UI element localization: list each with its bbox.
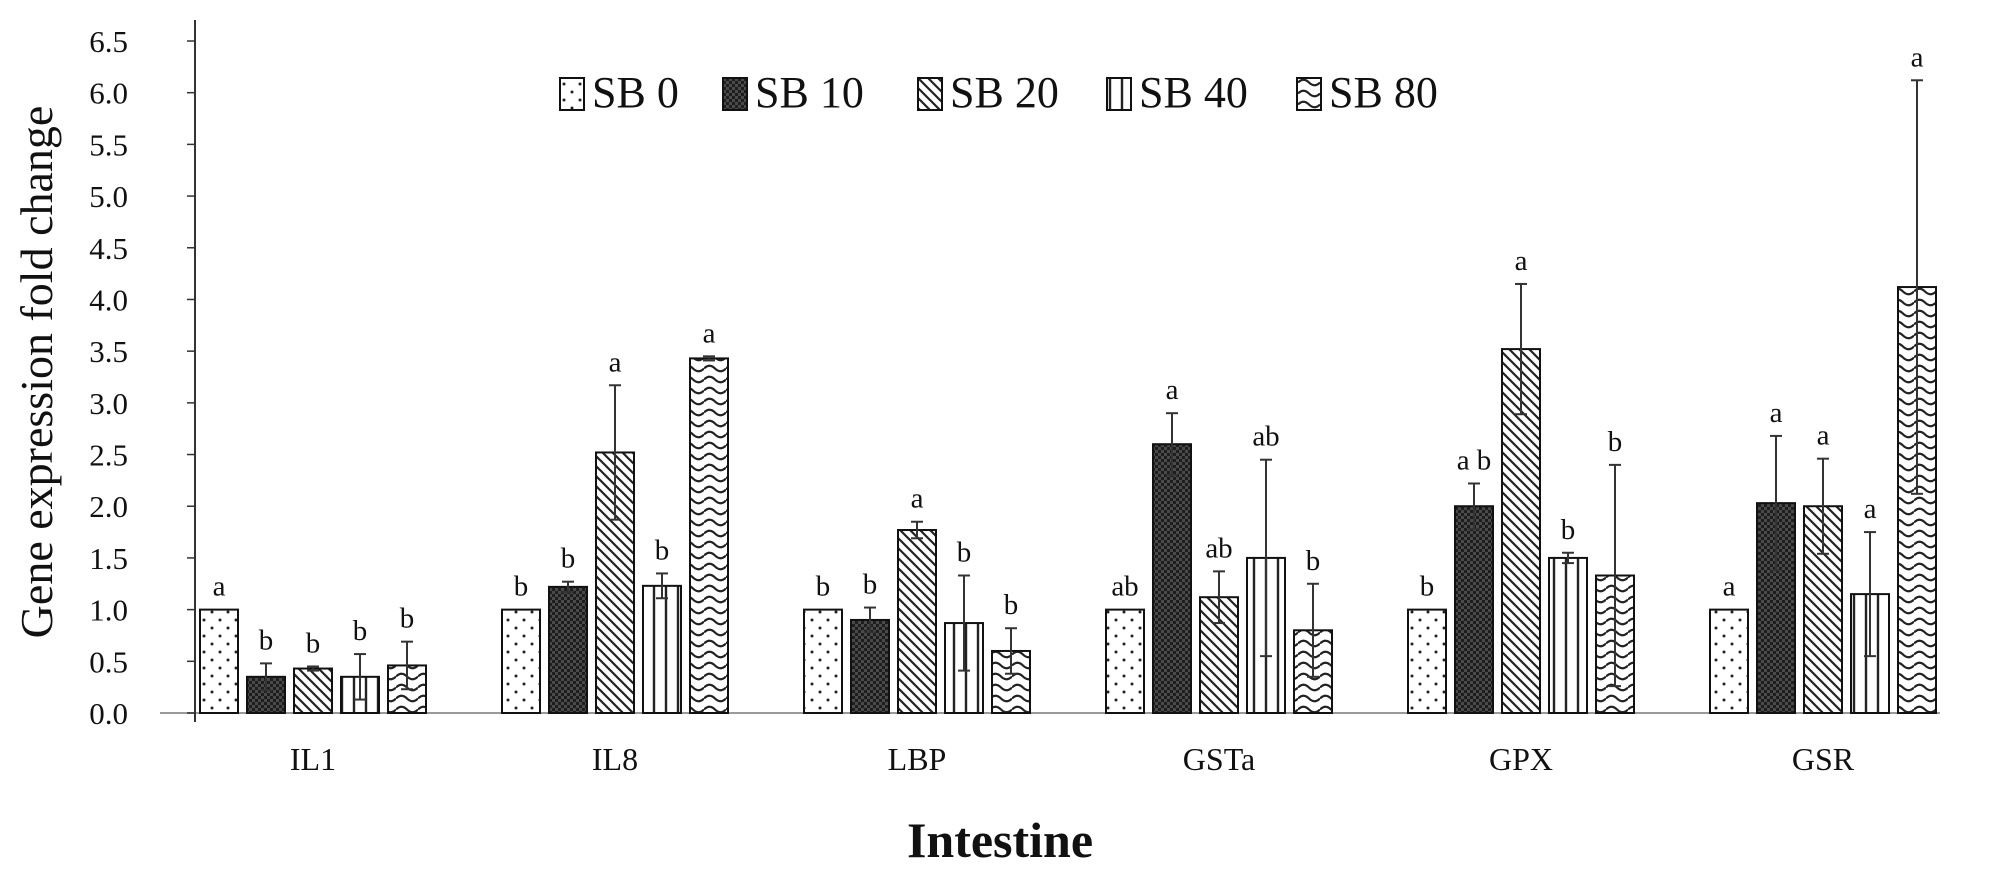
y-tick-label: 0.0 bbox=[89, 696, 128, 731]
y-tick-label: 1.0 bbox=[89, 593, 128, 628]
bar-sb0-lbp bbox=[803, 608, 843, 714]
bar-sb20-lbp bbox=[897, 529, 937, 714]
significance-label: a bbox=[703, 317, 716, 349]
category-label: IL1 bbox=[290, 741, 336, 777]
bar-sb0-il8 bbox=[501, 608, 541, 714]
legend-swatch bbox=[1106, 77, 1132, 111]
significance-label: ab bbox=[1205, 532, 1232, 564]
significance-label: b bbox=[1306, 545, 1321, 577]
legend-label: SB 0 bbox=[592, 68, 679, 117]
significance-label: b bbox=[1608, 426, 1623, 458]
significance-label: a bbox=[911, 483, 924, 515]
significance-label: a bbox=[1911, 41, 1924, 73]
significance-label: a bbox=[1864, 493, 1877, 525]
significance-label: b bbox=[1004, 589, 1019, 621]
y-tick-label: 2.0 bbox=[89, 489, 128, 524]
y-tick-label: 2.5 bbox=[89, 438, 128, 473]
legend-swatch bbox=[559, 77, 585, 111]
significance-label: b bbox=[863, 569, 878, 601]
significance-label: b bbox=[306, 627, 321, 659]
x-axis-title: Intestine bbox=[907, 812, 1093, 868]
significance-label: a bbox=[1515, 245, 1528, 277]
bar-sb10-il8 bbox=[548, 585, 588, 715]
legend-label: SB 20 bbox=[950, 68, 1059, 117]
significance-label: a b bbox=[1457, 444, 1492, 476]
bar-sb40-gpx bbox=[1548, 556, 1588, 715]
bar-sb40-il8 bbox=[642, 584, 682, 714]
bar-sb10-gsta bbox=[1152, 443, 1192, 714]
significance-label: b bbox=[816, 571, 831, 603]
significance-label: b bbox=[1561, 514, 1576, 546]
y-tick-label: 3.5 bbox=[89, 334, 128, 369]
y-tick-label: 6.0 bbox=[89, 76, 128, 111]
y-tick-label: 3.0 bbox=[89, 386, 128, 421]
legend-swatch bbox=[722, 77, 748, 111]
bar-sb0-gsr bbox=[1709, 608, 1749, 714]
category-label: GSR bbox=[1792, 741, 1855, 777]
category-label: IL8 bbox=[592, 741, 638, 777]
significance-label: b bbox=[400, 603, 415, 635]
bar-sb20-il1 bbox=[293, 667, 333, 714]
y-tick-label: 6.5 bbox=[89, 24, 128, 59]
significance-label: a bbox=[1723, 571, 1736, 603]
bar-sb80-il8 bbox=[689, 357, 729, 714]
significance-label: b bbox=[1420, 571, 1435, 603]
significance-label: a bbox=[1770, 397, 1783, 429]
significance-label: a bbox=[1817, 420, 1830, 452]
bar-sb0-il1 bbox=[199, 608, 239, 714]
significance-label: b bbox=[514, 571, 529, 603]
y-tick-label: 0.5 bbox=[89, 644, 128, 679]
legend-label: SB 40 bbox=[1139, 68, 1248, 117]
y-tick-label: 4.0 bbox=[89, 282, 128, 317]
significance-label: a bbox=[213, 571, 226, 603]
legend-swatch bbox=[917, 77, 943, 111]
y-tick-label: 5.0 bbox=[89, 179, 128, 214]
legend-label: SB 10 bbox=[755, 68, 864, 117]
category-label: GSTa bbox=[1183, 741, 1255, 777]
significance-label: ab bbox=[1111, 571, 1138, 603]
significance-label: a bbox=[1166, 374, 1179, 406]
bar-sb0-gpx bbox=[1407, 608, 1447, 714]
significance-label: a bbox=[609, 346, 622, 378]
legend-label: SB 80 bbox=[1329, 68, 1438, 117]
significance-label: b bbox=[259, 624, 274, 656]
significance-label: ab bbox=[1252, 421, 1279, 453]
category-label: LBP bbox=[888, 741, 947, 777]
bar-sb10-gpx bbox=[1454, 505, 1494, 714]
significance-label: b bbox=[561, 543, 576, 575]
y-tick-label: 4.5 bbox=[89, 231, 128, 266]
significance-label: b bbox=[957, 536, 972, 568]
bar-sb10-il1 bbox=[246, 675, 286, 714]
y-tick-label: 5.5 bbox=[89, 127, 128, 162]
bar-sb10-lbp bbox=[850, 618, 890, 715]
bar-sb0-gsta bbox=[1105, 608, 1145, 714]
significance-label: b bbox=[655, 534, 670, 566]
y-tick-label: 1.5 bbox=[89, 541, 128, 576]
y-axis-title: Gene expression fold change bbox=[11, 106, 62, 639]
category-label: GPX bbox=[1489, 741, 1553, 777]
legend-swatch bbox=[1296, 77, 1322, 111]
significance-label: b bbox=[353, 615, 368, 647]
